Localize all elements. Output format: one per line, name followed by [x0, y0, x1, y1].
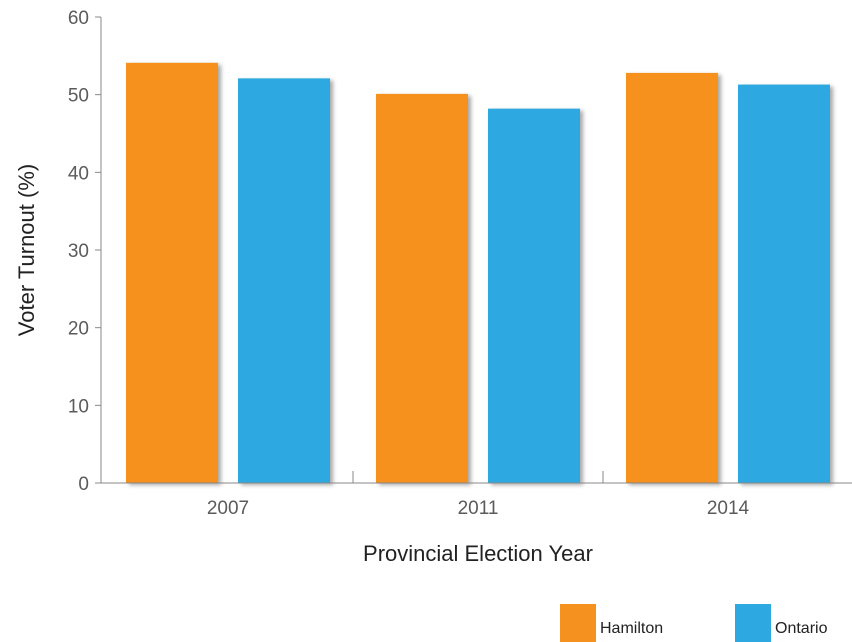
y-ticks: 0 10 20 30 40 50 60	[68, 8, 101, 495]
legend: Hamilton Ontario	[560, 604, 828, 642]
legend-swatch-hamilton	[560, 604, 596, 642]
bar-hamilton-2011	[376, 93, 468, 483]
legend-label-hamilton: Hamilton	[600, 620, 663, 637]
x-tick-label: 2011	[458, 498, 499, 519]
x-tick-label: 2014	[707, 498, 750, 519]
x-ticks: 2007 2011 2014	[207, 471, 750, 519]
x-axis-title: Provincial Election Year	[363, 541, 593, 566]
y-tick-label: 0	[78, 474, 89, 495]
bars	[126, 62, 830, 484]
legend-label-ontario: Ontario	[775, 620, 828, 637]
bar-ontario-2011	[488, 108, 580, 483]
legend-swatch-ontario	[735, 604, 771, 642]
bar-hamilton-2007	[126, 62, 218, 483]
y-tick-label: 40	[68, 163, 89, 184]
y-axis-title: Voter Turnout (%)	[14, 164, 39, 336]
y-tick-label: 20	[68, 319, 89, 340]
y-tick-label: 60	[68, 8, 89, 29]
y-tick-label: 50	[68, 86, 89, 107]
y-tick-label: 30	[68, 241, 89, 262]
bar-ontario-2007	[238, 78, 330, 484]
bar-hamilton-2014	[626, 72, 718, 484]
bar-ontario-2014	[738, 84, 830, 483]
x-tick-label: 2007	[207, 498, 249, 519]
y-tick-label: 10	[68, 396, 89, 417]
